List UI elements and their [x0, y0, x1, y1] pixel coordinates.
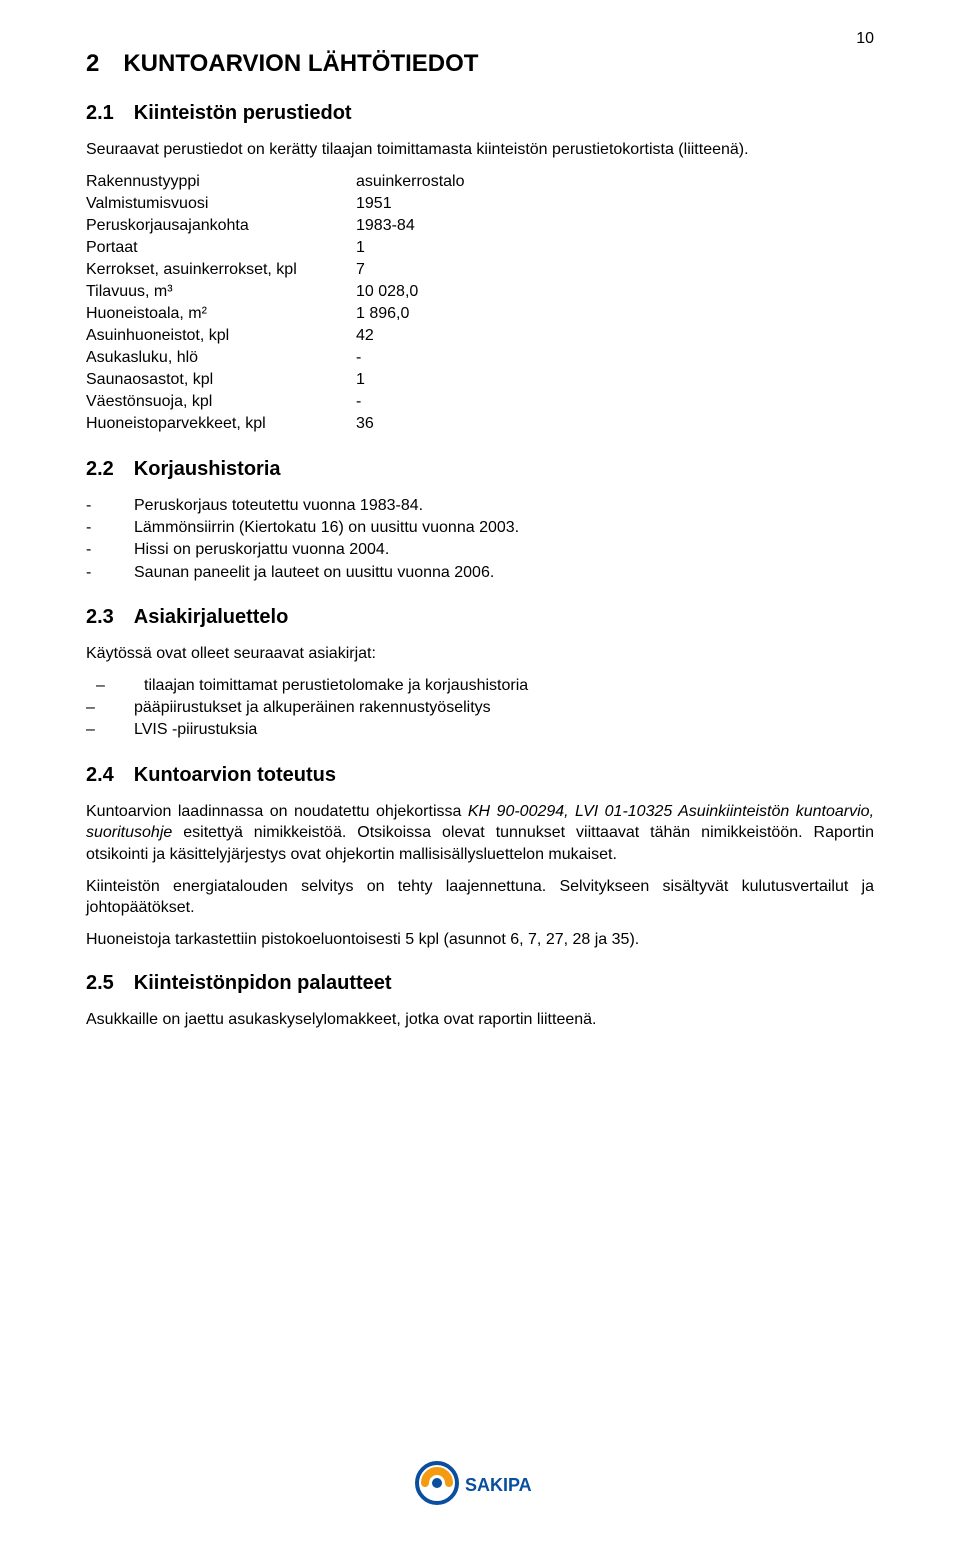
property-info-table: RakennustyyppiasuinkerrostaloValmistumis…	[86, 171, 874, 436]
property-value: 1	[356, 237, 506, 259]
property-label: Väestönsuoja, kpl	[86, 391, 356, 413]
property-label: Huoneistoala, m²	[86, 303, 356, 325]
list-item: LVIS -piirustuksia	[86, 719, 874, 741]
footer-logo: SAKIPA	[415, 1461, 545, 1510]
document-page: 10 2 KUNTOARVION LÄHTÖTIEDOT 2.1 Kiintei…	[0, 0, 960, 1546]
list-item: Peruskorjaus toteutettu vuonna 1983-84.	[86, 495, 874, 517]
property-value: -	[356, 347, 506, 369]
intro-paragraph-2-1: Seuraavat perustiedot on kerätty tilaaja…	[86, 139, 874, 161]
property-label: Tilavuus, m³	[86, 281, 356, 303]
property-label: Asuinhuoneistot, kpl	[86, 325, 356, 347]
property-value: 10 028,0	[356, 281, 506, 303]
property-label: Peruskorjausajankohta	[86, 215, 356, 237]
document-list: tilaajan toimittamat perustietolomake ja…	[86, 675, 874, 742]
property-label: Huoneistoparvekkeet, kpl	[86, 413, 356, 435]
property-value: 1	[356, 369, 506, 391]
property-value: 1 896,0	[356, 303, 506, 325]
list-item: pääpiirustukset ja alkuperäinen rakennus…	[86, 697, 874, 719]
table-row: Saunaosastot, kpl1	[86, 369, 874, 391]
property-label: Portaat	[86, 237, 356, 259]
property-label: Rakennustyyppi	[86, 171, 356, 193]
list-item: tilaajan toimittamat perustietolomake ja…	[86, 675, 874, 697]
para-2-4-1-pre: Kuntoarvion laadinnassa on noudatettu oh…	[86, 803, 468, 820]
property-label: Valmistumisvuosi	[86, 193, 356, 215]
list-item: Saunan paneelit ja lauteet on uusittu vu…	[86, 562, 874, 584]
property-value: -	[356, 391, 506, 413]
property-value: 42	[356, 325, 506, 347]
heading-section-2-4: 2.4 Kuntoarvion toteutus	[86, 764, 874, 787]
para-2-4-1-post: esitettyä nimikkeistöä. Otsikoissa oleva…	[86, 824, 874, 863]
table-row: Asukasluku, hlö-	[86, 347, 874, 369]
heading-section-2: 2 KUNTOARVION LÄHTÖTIEDOT	[86, 50, 874, 78]
paragraph-2-4-2: Kiinteistön energiatalouden selvitys on …	[86, 876, 874, 919]
table-row: Valmistumisvuosi1951	[86, 193, 874, 215]
page-number: 10	[856, 30, 874, 48]
table-row: Rakennustyyppiasuinkerrostalo	[86, 171, 874, 193]
heading-section-2-5: 2.5 Kiinteistönpidon palautteet	[86, 972, 874, 995]
property-value: asuinkerrostalo	[356, 171, 506, 193]
heading-section-2-3: 2.3 Asiakirjaluettelo	[86, 606, 874, 629]
property-value: 7	[356, 259, 506, 281]
heading-section-2-1: 2.1 Kiinteistön perustiedot	[86, 102, 874, 125]
table-row: Asuinhuoneistot, kpl42	[86, 325, 874, 347]
logo-text: SAKIPA	[465, 1475, 532, 1495]
property-value: 1951	[356, 193, 506, 215]
table-row: Kerrokset, asuinkerrokset, kpl7	[86, 259, 874, 281]
table-row: Tilavuus, m³10 028,0	[86, 281, 874, 303]
property-value: 36	[356, 413, 506, 435]
intro-paragraph-2-3: Käytössä ovat olleet seuraavat asiakirja…	[86, 643, 874, 665]
property-label: Saunaosastot, kpl	[86, 369, 356, 391]
sakipa-logo-icon: SAKIPA	[415, 1461, 545, 1505]
property-label: Asukasluku, hlö	[86, 347, 356, 369]
repair-history-list: Peruskorjaus toteutettu vuonna 1983-84.L…	[86, 495, 874, 585]
paragraph-2-5: Asukkaille on jaettu asukaskyselylomakke…	[86, 1009, 874, 1031]
heading-section-2-2: 2.2 Korjaushistoria	[86, 458, 874, 481]
list-item: Lämmönsiirrin (Kiertokatu 16) on uusittu…	[86, 517, 874, 539]
table-row: Peruskorjausajankohta1983-84	[86, 215, 874, 237]
table-row: Huoneistoparvekkeet, kpl36	[86, 413, 874, 435]
table-row: Huoneistoala, m²1 896,0	[86, 303, 874, 325]
paragraph-2-4-3: Huoneistoja tarkastettiin pistokoeluonto…	[86, 929, 874, 951]
property-value: 1983-84	[356, 215, 506, 237]
table-row: Väestönsuoja, kpl-	[86, 391, 874, 413]
list-item: Hissi on peruskorjattu vuonna 2004.	[86, 539, 874, 561]
property-label: Kerrokset, asuinkerrokset, kpl	[86, 259, 356, 281]
table-row: Portaat1	[86, 237, 874, 259]
paragraph-2-4-1: Kuntoarvion laadinnassa on noudatettu oh…	[86, 801, 874, 866]
